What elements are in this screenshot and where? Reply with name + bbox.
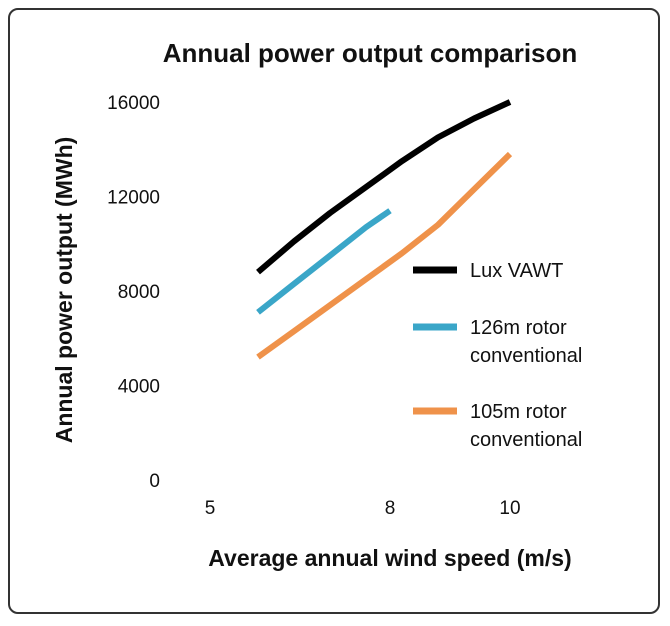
series-line-1 xyxy=(256,99,512,275)
x-tick-label: 10 xyxy=(499,498,520,519)
x-tick-label: 5 xyxy=(205,498,216,519)
legend: Lux VAWT 126m rotor conventional 105m rotor… xyxy=(413,260,582,451)
legend-label-3: conventional xyxy=(470,429,582,451)
series-layer xyxy=(256,99,513,360)
y-tick-label: 0 xyxy=(149,471,160,492)
legend-label-3: 105m rotor xyxy=(470,401,567,423)
legend-label-2: conventional xyxy=(470,345,582,367)
series-line-3 xyxy=(256,151,513,360)
legend-label-2: 126m rotor xyxy=(470,317,567,339)
chart-title: Annual power output comparison xyxy=(163,38,578,68)
series-line-2 xyxy=(256,208,392,315)
legend-label-1: Lux VAWT xyxy=(470,260,563,282)
x-tick-label: 8 xyxy=(385,498,396,519)
x-axis-title: Average annual wind speed (m/s) xyxy=(208,545,571,571)
y-tick-label: 16000 xyxy=(107,93,160,114)
y-tick-label: 12000 xyxy=(107,188,160,209)
y-axis-ticks: 0 4000 8000 12000 16000 xyxy=(107,93,160,492)
x-axis-ticks: 5 8 10 xyxy=(205,498,521,519)
y-axis-title: Annual power output (MWh) xyxy=(51,137,77,444)
y-tick-label: 4000 xyxy=(118,377,160,398)
y-tick-label: 8000 xyxy=(118,282,160,303)
chart-frame xyxy=(8,8,660,614)
